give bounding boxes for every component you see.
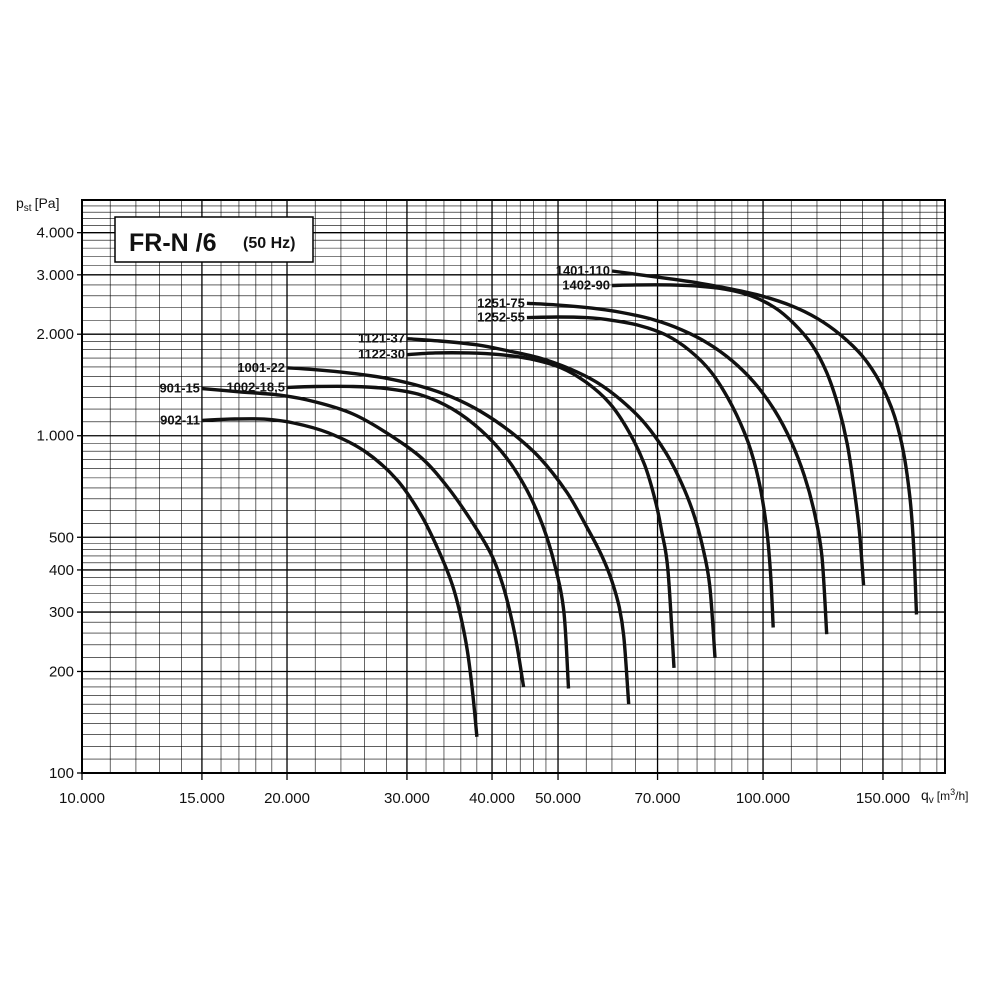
y-tick-labels: 100 200 300 400 500 1.000 2.000 3.000 4.000 <box>36 225 82 782</box>
title-box-frame <box>114 216 314 263</box>
x-tick-label: 40.000 <box>469 790 515 807</box>
series-line-1121-37 <box>406 337 717 658</box>
y-axis-label: pst [Pa] <box>16 195 59 214</box>
x-tick-label: 150.000 <box>856 790 910 807</box>
chart-subtitle: (50 Hz) <box>243 235 295 252</box>
series-label: 901-15 <box>159 381 199 396</box>
series-line-1251-75 <box>526 301 829 635</box>
y-tick-label: 400 <box>49 562 74 579</box>
series-label: 1002-18,5 <box>226 380 285 395</box>
x-tick-label: 50.000 <box>535 790 581 807</box>
x-tick-label: 70.000 <box>635 790 681 807</box>
y-tick-label: 500 <box>49 529 74 546</box>
series-label: 1401-110 <box>556 263 610 278</box>
y-tick-label: 100 <box>49 765 74 782</box>
minor-grid <box>82 200 945 773</box>
x-tick-label: 30.000 <box>384 790 430 807</box>
series-curves <box>201 269 919 737</box>
y-tick-label: 4.000 <box>36 225 74 242</box>
series-label: 1251-75 <box>477 295 525 310</box>
series-label: 902-11 <box>160 412 200 427</box>
x-tick-label: 20.000 <box>264 790 310 807</box>
series-line-1252-55 <box>526 315 775 628</box>
plot-frame <box>81 199 946 774</box>
series-line-902-11 <box>201 417 479 737</box>
y-tick-label: 200 <box>49 663 74 680</box>
x-tick-label: 100.000 <box>736 790 790 807</box>
y-tick-label: 300 <box>49 604 74 621</box>
major-grid <box>82 200 945 773</box>
title-box: FR-N /6 (50 Hz) <box>114 216 314 263</box>
series-line-901-15 <box>201 386 526 688</box>
x-tick-labels: 10.000 15.000 20.000 30.000 40.000 50.000 70.0… <box>59 773 910 807</box>
y-tick-label: 2.000 <box>36 326 74 343</box>
series-label: 1121-37 <box>358 331 405 346</box>
chart-title: FR-N /6 <box>129 229 217 257</box>
series-label: 1402-90 <box>562 277 610 292</box>
series-line-1002-18-5 <box>286 384 571 689</box>
y-tick-label: 3.000 <box>36 267 74 284</box>
y-tick-label: 1.000 <box>36 428 74 445</box>
series-label: 1122-30 <box>358 347 405 362</box>
series-line-1001-22 <box>286 366 631 705</box>
x-tick-label: 15.000 <box>179 790 225 807</box>
series-line-1402-90 <box>611 283 866 586</box>
series-label: 1001-22 <box>237 360 285 375</box>
x-axis-label: qv [m3/h] <box>921 787 969 806</box>
series-line-1122-30 <box>406 351 676 669</box>
series-line-1401-110 <box>611 269 919 615</box>
series-labels: 902-11 901-15 1002-18,5 1001-22 1122-301121-… <box>159 263 610 427</box>
series-label: 1252-55 <box>477 310 525 325</box>
x-tick-label: 10.000 <box>59 790 105 807</box>
